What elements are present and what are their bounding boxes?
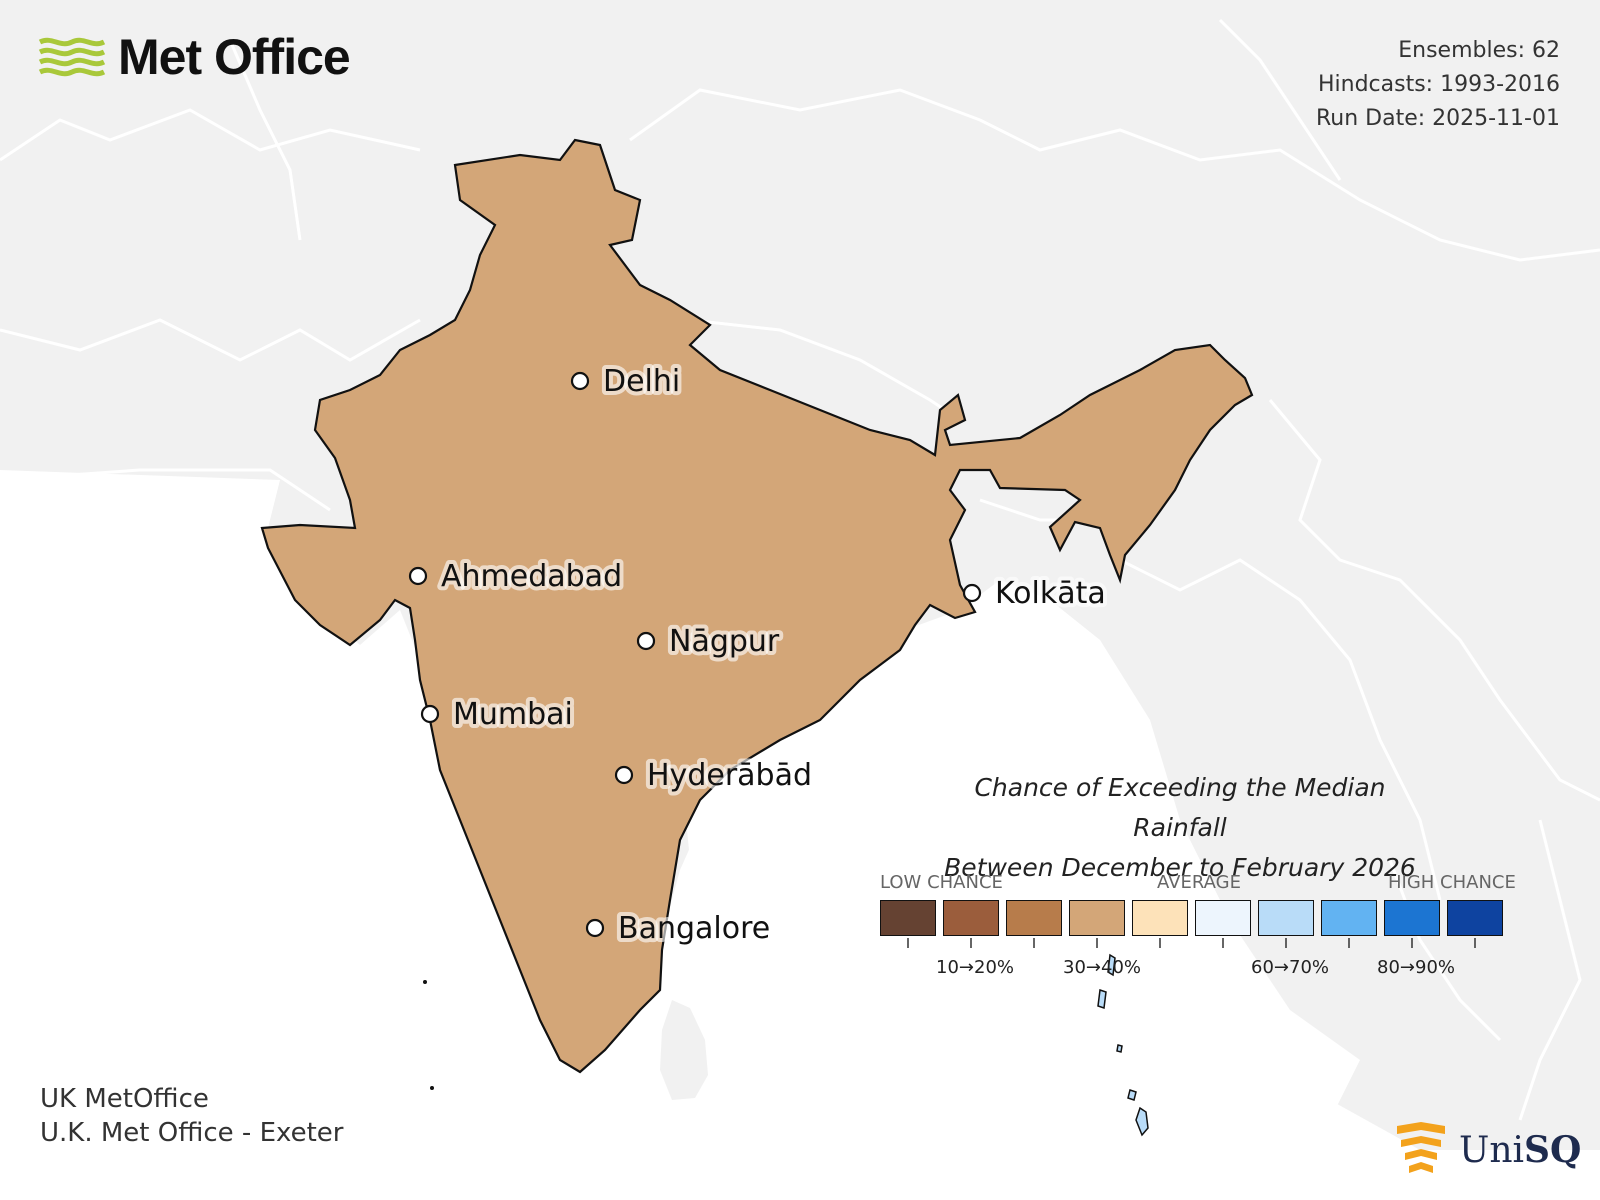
legend-title-line2: Between December to February 2026: [944, 853, 1416, 882]
legend-title: Chance of Exceeding the Median Rainfall …: [930, 768, 1430, 888]
legend-swatch: [1384, 900, 1440, 936]
southeast-asia-land: [1090, 560, 1600, 1010]
city-marker-mumbai: Mumbai: [420, 693, 577, 736]
city-label: Nāgpur: [669, 624, 780, 659]
city-layer: Delhi Ahmedabad Kolkāta Nāgpur Mumbai Hyderāb…: [408, 360, 1110, 950]
unisq-emblem-icon: [1397, 1122, 1445, 1173]
andaman-islands: [1097, 953, 1149, 1137]
met-office-logo: Met Office: [38, 28, 351, 86]
credits: UK MetOffice U.K. Met Office - Exeter: [40, 1082, 343, 1150]
city-label: Delhi: [603, 364, 680, 399]
city-marker-delhi: Delhi: [570, 360, 684, 403]
city-marker-nagpur: Nāgpur: [636, 620, 784, 663]
sri-lanka-land: [660, 1000, 708, 1100]
city-dot: [585, 918, 605, 938]
city-marker-ahmedabad: Ahmedabad: [408, 555, 626, 598]
city-marker-hyderabad: Hyderābād: [614, 754, 816, 797]
legend-swatch: [1321, 900, 1377, 936]
legend-swatch: [1447, 900, 1503, 936]
ensembles-text: Ensembles: 62: [1398, 38, 1560, 63]
city-dot: [962, 583, 982, 603]
legend-title-line1: Chance of Exceeding the Median Rainfall: [974, 773, 1386, 842]
city-label: Mumbai: [453, 697, 573, 732]
city-label: Hyderābād: [647, 758, 812, 793]
city-label: Bangalore: [618, 911, 770, 946]
legend-swatch: [1258, 900, 1314, 936]
unisq-logo-text-uni: Uni: [1459, 1130, 1525, 1171]
city-dot: [570, 371, 590, 391]
run-metadata: Ensembles: 62 Hindcasts: 1993-2016 Run D…: [1316, 34, 1560, 136]
city-dot: [636, 631, 656, 651]
legend-swatch: [1132, 900, 1188, 936]
legend-color-bar: [880, 900, 1510, 938]
legend-swatch: [1069, 900, 1125, 936]
legend-swatch: [1195, 900, 1251, 936]
legend-low-label: LOW CHANCE: [880, 872, 1003, 893]
legend-swatch: [1006, 900, 1062, 936]
legend-high-label: HIGH CHANCE: [1388, 872, 1516, 893]
credits-line1: UK MetOffice: [40, 1084, 209, 1114]
unisq-logo: UniSQ: [1395, 1120, 1581, 1180]
city-dot: [408, 566, 428, 586]
met-office-wave-icon: [38, 37, 106, 77]
country-borders: [0, 18, 1600, 1121]
run-date-text: Run Date: 2025-11-01: [1315, 106, 1560, 131]
legend-tick-label: 10→20%: [936, 957, 1014, 978]
ocean-bay-of-bengal: [680, 600, 1360, 1140]
city-dot: [420, 704, 440, 724]
met-office-logo-text: Met Office: [118, 29, 351, 85]
legend-tick-label: 30→40%: [1063, 957, 1141, 978]
legend-average-label: AVERAGE: [1157, 872, 1241, 893]
city-label: Ahmedabad: [441, 559, 622, 594]
credits-line2: U.K. Met Office - Exeter: [40, 1118, 344, 1148]
city-dot: [614, 765, 634, 785]
legend-tick-label: 60→70%: [1251, 957, 1329, 978]
unisq-logo-text-sq: SQ: [1524, 1129, 1582, 1171]
city-label: Kolkāta: [995, 576, 1106, 611]
lakshadweep-islands: [423, 980, 434, 1090]
legend-tick-label: 80→90%: [1377, 957, 1455, 978]
city-marker-kolkata: Kolkāta: [962, 572, 1110, 615]
city-marker-bangalore: Bangalore: [585, 907, 774, 950]
legend-swatch: [943, 900, 999, 936]
hindcasts-text: Hindcasts: 1993-2016: [1317, 72, 1560, 97]
legend-swatch: [880, 900, 936, 936]
unisq-logo-text: UniSQ: [1459, 1129, 1581, 1171]
